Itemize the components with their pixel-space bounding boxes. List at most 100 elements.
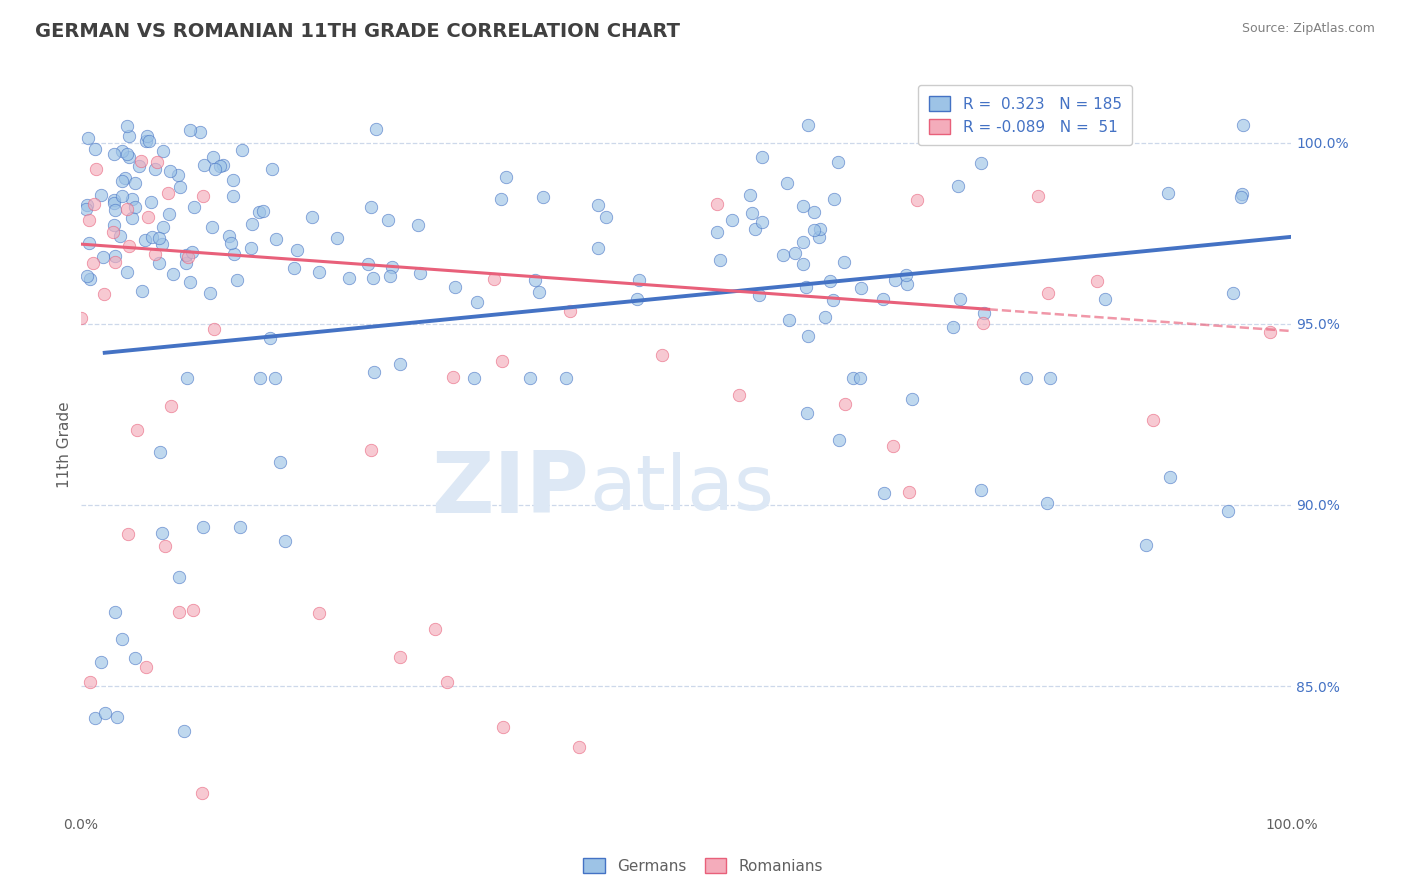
Point (118, 239, 141, 253)
Point (269, 455, 291, 469)
Point (463, 371, 485, 385)
Point (484, 271, 506, 285)
Point (586, 198, 609, 212)
Point (162, 267, 184, 281)
Point (803, 223, 825, 237)
Point (222, 173, 245, 187)
Point (218, 229, 240, 244)
Point (423, 622, 446, 636)
Point (176, 371, 198, 385)
Point (193, 158, 215, 172)
Point (127, 423, 149, 437)
Point (814, 310, 837, 324)
Point (1230, 186, 1253, 201)
Point (152, 526, 174, 541)
Point (337, 271, 360, 285)
Point (159, 164, 181, 178)
Point (167, 169, 190, 183)
Point (1216, 504, 1239, 518)
Point (465, 294, 488, 309)
Point (174, 248, 197, 262)
Point (181, 245, 204, 260)
Point (169, 606, 191, 620)
Point (491, 354, 513, 368)
Point (827, 154, 849, 169)
Point (832, 255, 855, 269)
Point (124, 176, 146, 190)
Point (222, 189, 245, 203)
Point (283, 261, 305, 276)
Point (872, 293, 894, 307)
Point (808, 222, 831, 236)
Point (231, 143, 253, 157)
Point (378, 269, 401, 284)
Point (274, 534, 297, 549)
Point (90, 188, 112, 202)
Point (124, 200, 146, 214)
Point (247, 205, 270, 219)
Point (148, 256, 170, 270)
Point (1014, 371, 1036, 385)
Point (103, 147, 125, 161)
Point (77, 213, 100, 227)
Point (361, 271, 384, 285)
Point (823, 293, 845, 308)
Point (129, 154, 152, 169)
Point (198, 286, 221, 301)
Point (111, 144, 134, 158)
Point (135, 134, 157, 148)
Point (183, 200, 205, 214)
Point (308, 265, 330, 279)
Point (1159, 470, 1181, 484)
Point (628, 273, 651, 287)
Point (111, 189, 134, 203)
Point (136, 210, 159, 224)
Point (121, 211, 143, 225)
Point (828, 434, 851, 448)
Point (249, 371, 271, 385)
Point (796, 118, 818, 132)
Point (792, 198, 814, 212)
Point (93, 251, 115, 265)
Point (776, 176, 799, 190)
Point (792, 257, 814, 271)
Point (139, 195, 162, 210)
Point (794, 279, 817, 293)
Point (103, 195, 125, 210)
Point (807, 230, 830, 244)
Point (326, 230, 349, 244)
Point (138, 134, 160, 148)
Point (259, 331, 281, 345)
Point (778, 313, 800, 327)
Point (721, 212, 744, 227)
Point (706, 197, 728, 211)
Point (264, 371, 287, 385)
Point (149, 445, 172, 459)
Point (108, 229, 131, 244)
Point (842, 371, 865, 385)
Point (1142, 413, 1164, 427)
Point (148, 230, 170, 244)
Point (285, 244, 308, 258)
Point (389, 649, 412, 664)
Point (803, 205, 825, 219)
Point (83, 196, 105, 211)
Point (818, 275, 841, 289)
Point (741, 205, 763, 219)
Point (76, 268, 98, 283)
Point (377, 213, 399, 227)
Point (834, 397, 856, 411)
Point (90, 655, 112, 669)
Point (201, 219, 224, 234)
Point (796, 406, 818, 420)
Point (824, 193, 846, 207)
Point (173, 724, 195, 739)
Point (228, 520, 250, 534)
Point (226, 273, 249, 287)
Point (204, 162, 226, 177)
Point (145, 162, 167, 177)
Point (115, 265, 138, 279)
Point (727, 388, 749, 402)
Point (105, 710, 128, 724)
Point (744, 222, 766, 236)
